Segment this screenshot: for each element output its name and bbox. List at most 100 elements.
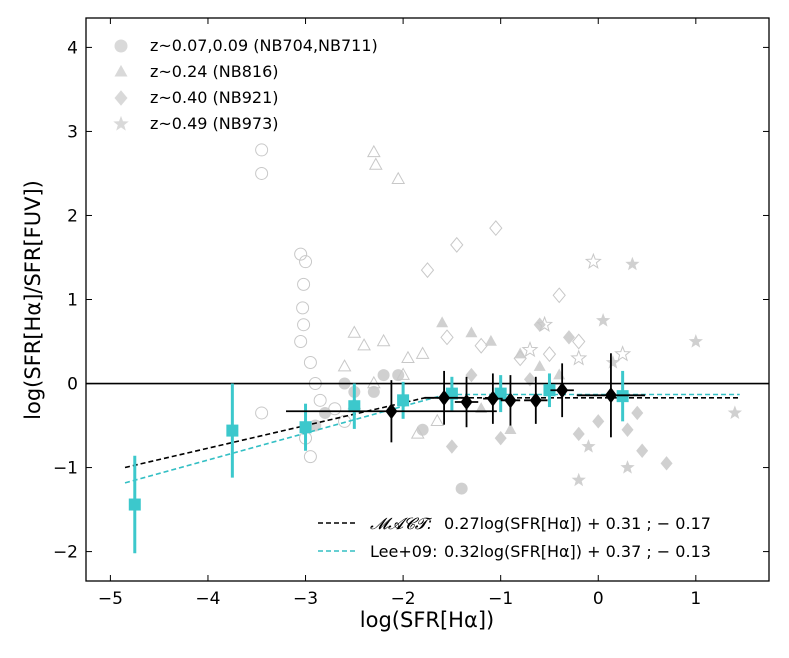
- scatter-point-triangle: [415, 346, 430, 359]
- legend-marker-diamond-shape: [114, 90, 128, 106]
- scatter-point-star: [581, 439, 596, 453]
- lee09-binned-point: [494, 387, 507, 400]
- x-tick-label: 1: [690, 589, 701, 609]
- scatter-point-triangle: [465, 326, 478, 338]
- scatter-point-circle: [309, 419, 322, 432]
- scatter-point-diamond: [542, 346, 557, 363]
- scatter-point-circle: [255, 406, 269, 420]
- scatter-point-triangle: [357, 338, 371, 351]
- x-tick-labels: −5 −4 −3 −2 −1 0 1: [98, 589, 701, 609]
- scatter-point-diamond: [494, 430, 507, 446]
- scatter-point-circle: [303, 356, 317, 370]
- legend-marker-triangle: [114, 64, 128, 77]
- scatter-point-diamond: [552, 287, 566, 304]
- y-tick-label: 1: [67, 291, 78, 311]
- legend-item-nb816: z~0.24 (NB816): [114, 62, 278, 81]
- legend-label-lee09-name: Lee+09:: [370, 542, 437, 561]
- y-tick-label: 2: [67, 206, 78, 226]
- scatter-point-triangle: [436, 316, 449, 328]
- legend-label-mact-expr: 0.27log(SFR[Hα]) + 0.31 ; − 0.17: [444, 514, 711, 533]
- scatter-point-star: [625, 256, 640, 271]
- scatter-point-circle: [297, 277, 311, 291]
- lee09-binned-point: [543, 384, 556, 397]
- legend-item-nb973: z~0.49 (NB973): [113, 114, 278, 133]
- lee09-binned-point: [128, 498, 141, 511]
- legend-marker-circle-shape: [114, 39, 128, 53]
- scatter-point-star: [614, 345, 632, 362]
- y-tick-label: −1: [53, 459, 78, 479]
- scatter-point-circle: [299, 255, 313, 269]
- scatter-point-star: [571, 472, 586, 487]
- scatter-point-diamond: [489, 220, 503, 237]
- legend-label-nb704: z~0.07,0.09 (NB704,NB711): [150, 36, 378, 55]
- binned-points-layer: [128, 353, 646, 554]
- scatter-point-circle: [303, 450, 317, 464]
- lee09-binned-point: [226, 424, 239, 437]
- scatter-point-circle: [255, 143, 269, 157]
- scatter-point-triangle: [366, 144, 381, 158]
- scatter-point-diamond: [572, 333, 586, 350]
- scatter-point-circle: [255, 166, 269, 180]
- scatter-point-triangle: [401, 350, 415, 364]
- scatter-point-diamond: [513, 350, 527, 367]
- x-tick-label: −4: [195, 589, 220, 609]
- x-axis-label: log(SFR[Hα]): [360, 608, 494, 632]
- scatter-point-diamond: [660, 456, 673, 471]
- scatter-point-diamond: [572, 426, 585, 442]
- scatter-point-triangle: [391, 171, 406, 185]
- scatter-point-star: [536, 315, 554, 332]
- scatter-point-diamond: [420, 262, 435, 279]
- legend-marker-star: [113, 115, 129, 131]
- scatter-point-star: [521, 340, 539, 358]
- scatter-point-star: [605, 355, 620, 369]
- mact-binned-point: [604, 387, 617, 404]
- scatter-point-triangle: [366, 375, 381, 389]
- y-axis-label: log(SFR[Hα]/SFR[FUV]): [21, 180, 45, 420]
- scatter-layer: [255, 143, 742, 495]
- y-tick-label: 0: [67, 375, 78, 395]
- scatter-point-circle: [416, 423, 429, 436]
- legend-top: z~0.07,0.09 (NB704,NB711) z~0.24 (NB816)…: [113, 36, 378, 133]
- scatter-point-triangle: [337, 359, 352, 372]
- scatter-point-diamond: [562, 330, 575, 345]
- scatter-point-diamond: [450, 236, 464, 253]
- scatter-point-star: [584, 252, 602, 269]
- scatter-point-diamond: [465, 367, 478, 383]
- legend-item-nb704: z~0.07,0.09 (NB704,NB711): [114, 36, 378, 55]
- legend-bottom: 𝓜𝓐𝓒𝓣: 0.27log(SFR[Hα]) + 0.31 ; − 0.17 L…: [318, 514, 711, 561]
- legend-label-lee09-expr: 0.32log(SFR[Hα]) + 0.37 ; − 0.13: [444, 542, 711, 561]
- x-tick-label: −1: [488, 589, 513, 609]
- scatter-point-triangle: [430, 413, 445, 427]
- legend-label-nb973: z~0.49 (NB973): [150, 114, 278, 133]
- scatter-point-diamond: [445, 439, 458, 454]
- scatter-point-circle: [296, 301, 310, 315]
- scatter-point-diamond: [592, 414, 605, 429]
- scatter-point-diamond: [440, 329, 454, 346]
- y-tick-labels: −2 −1 0 1 2 3 4: [53, 38, 78, 562]
- scatter-point-triangle: [514, 347, 527, 359]
- scatter-point-circle: [313, 393, 327, 407]
- mact-binned-point: [529, 392, 542, 409]
- legend-marker-triangle-shape: [114, 64, 128, 77]
- scatter-point-star: [688, 334, 703, 348]
- scatter-point-circle: [297, 318, 311, 332]
- scatter-point-triangle: [368, 157, 383, 170]
- legend-marker-star-shape: [113, 115, 129, 131]
- scatter-point-triangle: [475, 402, 488, 413]
- legend-item-mact-fit: 𝓜𝓐𝓒𝓣: 0.27log(SFR[Hα]) + 0.31 ; − 0.17: [318, 514, 711, 533]
- x-tick-label: 0: [593, 589, 604, 609]
- legend-item-lee09-fit: Lee+09: 0.32log(SFR[Hα]) + 0.37 ; − 0.13: [318, 542, 711, 561]
- y-tick-label: −2: [53, 543, 78, 563]
- scatter-point-triangle: [376, 333, 391, 347]
- x-tick-label: −5: [98, 589, 123, 609]
- mact-binned-point: [460, 394, 473, 411]
- scatter-point-circle: [319, 406, 332, 419]
- mact-binned-point: [556, 382, 569, 399]
- scatter-point-triangle: [396, 367, 410, 380]
- scatter-point-triangle: [410, 426, 425, 439]
- legend-item-nb921: z~0.40 (NB921): [114, 88, 278, 107]
- scatter-point-circle: [455, 482, 468, 495]
- scatter-point-diamond: [636, 443, 649, 458]
- scatter-point-triangle: [533, 360, 546, 371]
